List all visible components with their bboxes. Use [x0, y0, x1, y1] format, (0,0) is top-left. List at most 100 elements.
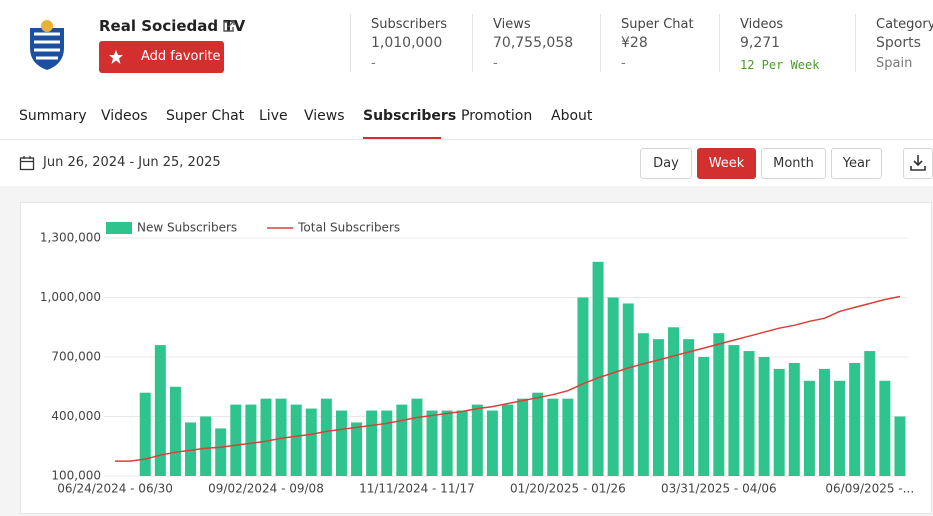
channel-name: Real Sociedad TV [99, 17, 246, 35]
period-button[interactable]: Year [831, 148, 882, 179]
stat-value: 1,010,000 [371, 35, 443, 51]
stat-divider [719, 14, 720, 72]
bar [607, 297, 619, 476]
y-tick-label: 700,000 [51, 350, 101, 364]
bar [728, 345, 740, 476]
bar [185, 422, 197, 476]
bar [290, 404, 302, 476]
bar [622, 303, 634, 476]
bar [305, 408, 317, 476]
bar [502, 404, 513, 476]
x-tick-label: 03/31/2025 - 04/06 [661, 482, 777, 496]
stat-label: Super Chat [621, 17, 694, 32]
bar [743, 351, 755, 476]
bar [864, 351, 876, 476]
external-link-icon[interactable] [222, 19, 236, 33]
bar [698, 357, 710, 476]
stat-value: 70,755,058 [493, 35, 574, 51]
bar [335, 410, 347, 476]
stat-divider [472, 14, 473, 72]
bar [200, 416, 212, 476]
stat-divider [350, 14, 351, 72]
bar [381, 410, 393, 476]
bar [803, 380, 815, 476]
x-tick-label: 09/02/2024 - 09/08 [208, 482, 324, 496]
tab[interactable]: Super Chat [166, 108, 245, 124]
tab[interactable]: Promotion [461, 108, 533, 124]
bar [592, 261, 604, 476]
bar [275, 398, 287, 476]
stat-divider [855, 14, 856, 72]
bar [366, 410, 378, 476]
stat-change: - [621, 56, 626, 71]
bar [396, 404, 408, 476]
star-icon [109, 50, 123, 64]
bar [260, 398, 272, 476]
bar [456, 410, 468, 476]
calendar-icon [19, 156, 35, 171]
period-button[interactable]: Week [697, 148, 756, 179]
period-button[interactable]: Day [640, 148, 692, 179]
tab[interactable]: Subscribers [363, 108, 457, 124]
y-tick-label: 100,000 [51, 469, 101, 483]
legend-label: New Subscribers [137, 221, 237, 235]
stat-value: 9,271 [740, 35, 781, 51]
bar [683, 339, 695, 476]
stat-change: Spain [876, 56, 913, 71]
bar [230, 404, 242, 476]
stat-label: Category [876, 17, 933, 32]
bar [245, 404, 257, 476]
bar [426, 410, 438, 476]
bar [441, 410, 453, 476]
bar [849, 362, 861, 476]
active-tab-underline [363, 137, 441, 140]
line [115, 295, 901, 462]
stat-change: - [493, 56, 498, 71]
legend-label: Total Subscribers [297, 221, 400, 235]
bar [637, 333, 649, 476]
bar [758, 357, 770, 476]
stat-divider [600, 14, 601, 72]
bar [668, 327, 680, 476]
bar [154, 345, 166, 476]
stat-value: Sports [876, 35, 921, 51]
add-favorite-label: Add favorite [141, 49, 221, 64]
tab[interactable]: Videos [101, 108, 148, 124]
x-tick-label: 06/24/2024 - 06/30 [57, 482, 173, 496]
bar [834, 380, 846, 476]
tab-separator [0, 139, 933, 140]
stat-change: - [371, 56, 376, 71]
bar [773, 368, 785, 476]
date-range[interactable]: Jun 26, 2024 - Jun 25, 2025 [43, 155, 221, 170]
tab[interactable]: Summary [19, 108, 87, 124]
bar [818, 368, 830, 476]
tab[interactable]: Views [304, 108, 345, 124]
download-icon [910, 155, 926, 171]
bar [713, 333, 725, 476]
bar [577, 297, 589, 476]
bar [169, 386, 181, 476]
bar [517, 398, 529, 476]
download-button[interactable] [903, 148, 933, 179]
bar [411, 398, 423, 476]
bar [532, 392, 544, 476]
y-tick-label: 1,300,000 [40, 231, 101, 245]
bar [547, 398, 559, 476]
tab[interactable]: Live [259, 108, 288, 124]
bar [320, 398, 332, 476]
tab[interactable]: About [551, 108, 593, 124]
bar [215, 428, 227, 476]
x-tick-label: 06/09/2025 -... [825, 482, 914, 496]
y-tick-label: 400,000 [51, 409, 101, 423]
stat-label: Videos [740, 17, 784, 32]
bar [562, 398, 574, 476]
add-favorite-button[interactable]: Add favorite [99, 41, 224, 73]
legend-swatch [106, 222, 132, 234]
bar [894, 416, 906, 476]
bar [788, 362, 800, 476]
stat-label: Views [493, 17, 531, 32]
period-button[interactable]: Month [761, 148, 826, 179]
bar [471, 404, 483, 476]
